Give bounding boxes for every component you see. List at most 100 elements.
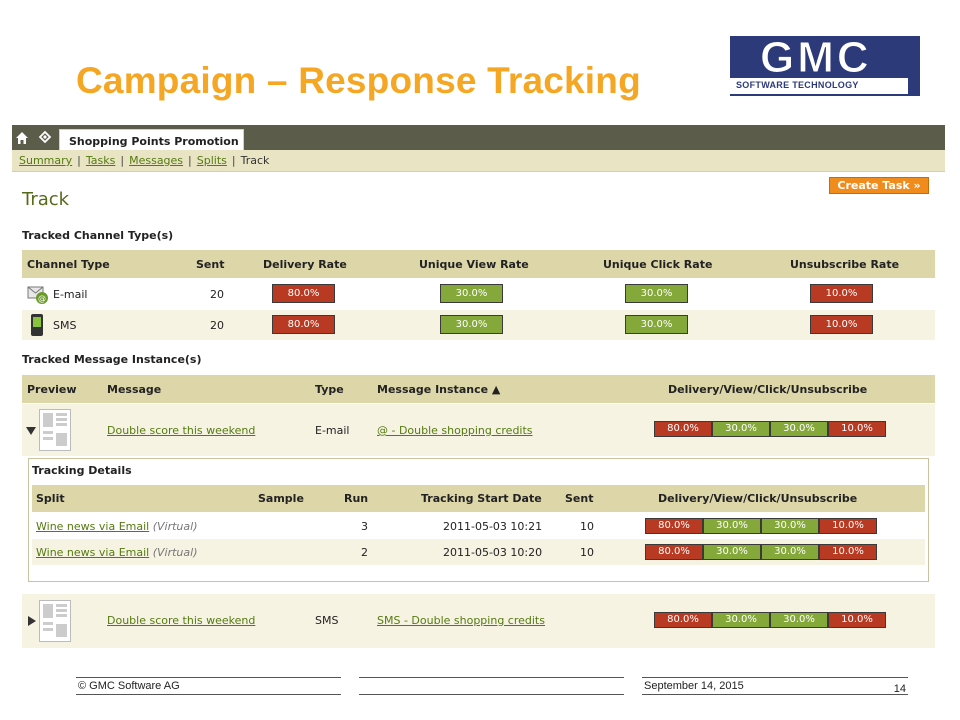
tracking-details-panel: Tracking Details Split Sample Run Tracki… bbox=[28, 458, 929, 582]
delivery-rate-badge: 80.0% bbox=[272, 315, 335, 334]
col-channel-type: Channel Type bbox=[27, 258, 110, 271]
tracking-details-heading: Tracking Details bbox=[32, 464, 132, 477]
delivery-rate-segment: 80.0% bbox=[645, 518, 703, 534]
click-rate-segment: 30.0% bbox=[761, 544, 819, 560]
col-unique-click-rate: Unique Click Rate bbox=[603, 258, 713, 271]
tab-shopping-points-promotion[interactable]: Shopping Points Promotion bbox=[59, 129, 244, 151]
sent-value: 10 bbox=[580, 520, 594, 533]
unsubscribe-rate-segment: 10.0% bbox=[819, 544, 877, 560]
table-row: Wine news via Email (Virtual) 2 2011-05-… bbox=[32, 539, 925, 565]
app-window: Shopping Points Promotion Summary | Tasks |… bbox=[12, 125, 945, 652]
delivery-rate-badge: 80.0% bbox=[272, 284, 335, 303]
create-task-button[interactable]: Create Task » bbox=[829, 177, 929, 194]
col-unsubscribe-rate: Unsubscribe Rate bbox=[790, 258, 900, 271]
virtual-label: (Virtual) bbox=[152, 546, 198, 559]
col-tracking-start-date: Tracking Start Date bbox=[421, 492, 542, 505]
unsubscribe-rate-segment: 10.0% bbox=[819, 518, 877, 534]
click-rate-badge: 30.0% bbox=[625, 315, 688, 334]
messages-heading: Tracked Message Instance(s) bbox=[22, 353, 202, 366]
col-delivery-view-click-unsub: Delivery/View/Click/Unsubscribe bbox=[668, 383, 868, 396]
slide-title: Campaign – Response Tracking bbox=[76, 60, 641, 101]
expand-down-arrow-icon[interactable] bbox=[26, 427, 36, 435]
col-details-rates: Delivery/View/Click/Unsubscribe bbox=[658, 492, 858, 505]
delivery-rate-segment: 80.0% bbox=[654, 612, 712, 628]
subnav-track: Track bbox=[240, 154, 270, 167]
col-run: Run bbox=[344, 492, 369, 505]
message-preview-thumbnail[interactable] bbox=[39, 409, 71, 451]
delivery-rate-segment: 80.0% bbox=[654, 421, 712, 437]
unsubscribe-rate-segment: 10.0% bbox=[828, 421, 886, 437]
page-number: 14 bbox=[893, 683, 906, 695]
run-value: 3 bbox=[361, 520, 368, 533]
message-instance-link[interactable]: SMS - Double shopping credits bbox=[377, 614, 545, 627]
col-sent: Sent bbox=[196, 258, 225, 271]
table-row: Double score this weekend SMS SMS - Doub… bbox=[22, 594, 935, 648]
gmc-logo: GMC SOFTWARE TECHNOLOGY bbox=[730, 33, 920, 96]
click-rate-segment: 30.0% bbox=[761, 518, 819, 534]
channel-type: SMS bbox=[53, 319, 77, 332]
channel-type: E-mail bbox=[53, 288, 88, 301]
view-rate-badge: 30.0% bbox=[440, 284, 503, 303]
col-message-instance[interactable]: Message Instance ▲ bbox=[377, 383, 501, 396]
footer-date: September 14, 2015 bbox=[642, 677, 908, 695]
message-type: SMS bbox=[315, 614, 339, 627]
unsubscribe-rate-badge: 10.0% bbox=[810, 315, 873, 334]
email-icon: @ bbox=[27, 286, 48, 304]
sub-navigation: Summary | Tasks | Messages | Splits | Track Crea… bbox=[12, 150, 945, 194]
delivery-rate-segment: 80.0% bbox=[645, 544, 703, 560]
sent-value: 10 bbox=[580, 546, 594, 559]
subnav-summary[interactable]: Summary bbox=[19, 154, 73, 167]
col-delivery-rate: Delivery Rate bbox=[263, 258, 347, 271]
logo-main-text: GMC bbox=[760, 33, 872, 82]
footer-copyright: © GMC Software AG bbox=[76, 677, 341, 695]
top-bar: Shopping Points Promotion bbox=[12, 125, 945, 151]
start-date-value: 2011-05-03 10:21 bbox=[443, 520, 543, 533]
table-row: SMS 20 80.0% 30.0% 30.0% 10.0% bbox=[22, 310, 935, 340]
split-link[interactable]: Wine news via Email bbox=[36, 546, 150, 559]
start-date-value: 2011-05-03 10:20 bbox=[443, 546, 543, 559]
page-title: Track bbox=[22, 189, 70, 210]
message-type: E-mail bbox=[315, 424, 350, 437]
col-preview: Preview bbox=[27, 383, 77, 396]
message-instance-link[interactable]: @ - Double shopping credits bbox=[377, 424, 533, 437]
col-type: Type bbox=[315, 383, 344, 396]
click-rate-segment: 30.0% bbox=[770, 612, 828, 628]
click-rate-badge: 30.0% bbox=[625, 284, 688, 303]
col-details-sent: Sent bbox=[565, 492, 594, 505]
view-rate-segment: 30.0% bbox=[712, 421, 770, 437]
recycle-icon[interactable] bbox=[37, 130, 53, 146]
svg-text:@: @ bbox=[38, 294, 46, 303]
view-rate-segment: 30.0% bbox=[703, 518, 761, 534]
run-value: 2 bbox=[361, 546, 368, 559]
channels-table-header: Channel Type Sent Delivery Rate Unique V… bbox=[22, 250, 935, 278]
messages-table-header: Preview Message Type Message Instance ▲ … bbox=[22, 375, 935, 403]
channel-sent: 20 bbox=[210, 288, 224, 301]
details-table-header: Split Sample Run Tracking Start Date Sen… bbox=[32, 485, 925, 512]
col-message: Message bbox=[107, 383, 162, 396]
message-link[interactable]: Double score this weekend bbox=[107, 424, 256, 437]
subnav-tasks[interactable]: Tasks bbox=[85, 154, 116, 167]
click-rate-segment: 30.0% bbox=[770, 421, 828, 437]
table-row: @ E-mail 20 80.0% 30.0% 30.0% 10.0% bbox=[22, 279, 935, 309]
footer-blank bbox=[359, 677, 624, 695]
view-rate-segment: 30.0% bbox=[703, 544, 761, 560]
virtual-label: (Virtual) bbox=[152, 520, 198, 533]
col-sample: Sample bbox=[258, 492, 304, 505]
unsubscribe-rate-badge: 10.0% bbox=[810, 284, 873, 303]
table-row: Wine news via Email (Virtual) 3 2011-05-… bbox=[32, 513, 925, 539]
sms-phone-icon bbox=[31, 314, 43, 336]
view-rate-badge: 30.0% bbox=[440, 315, 503, 334]
channels-heading: Tracked Channel Type(s) bbox=[22, 229, 174, 242]
home-icon[interactable] bbox=[14, 130, 30, 146]
view-rate-segment: 30.0% bbox=[712, 612, 770, 628]
subnav-messages[interactable]: Messages bbox=[129, 154, 184, 167]
subnav-splits[interactable]: Splits bbox=[196, 154, 227, 167]
col-split: Split bbox=[36, 492, 65, 505]
split-link[interactable]: Wine news via Email bbox=[36, 520, 150, 533]
table-row: Double score this weekend E-mail @ - Dou… bbox=[22, 404, 935, 456]
expand-right-arrow-icon[interactable] bbox=[28, 616, 36, 626]
unsubscribe-rate-segment: 10.0% bbox=[828, 612, 886, 628]
message-link[interactable]: Double score this weekend bbox=[107, 614, 256, 627]
message-preview-thumbnail[interactable] bbox=[39, 600, 71, 642]
col-unique-view-rate: Unique View Rate bbox=[419, 258, 529, 271]
